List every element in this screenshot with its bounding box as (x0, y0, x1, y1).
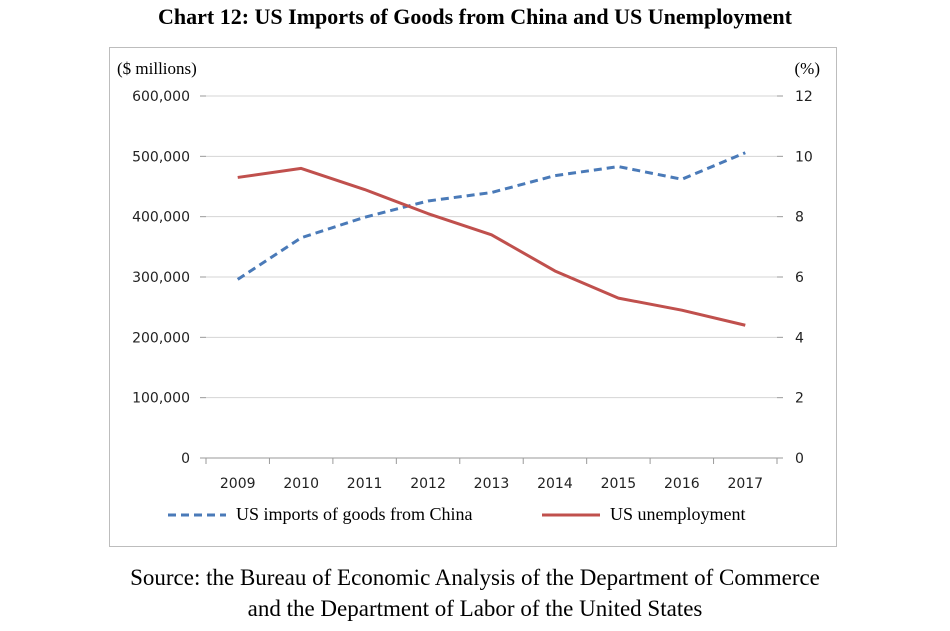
source-line-1: Source: the Bureau of Economic Analysis … (130, 565, 820, 590)
chart-title: Chart 12: US Imports of Goods from China… (158, 4, 792, 29)
right-axis-unit: (%) (795, 59, 820, 78)
right-tick-label: 6 (795, 270, 804, 286)
x-tick-label: 2009 (220, 476, 256, 492)
left-tick-label: 600,000 (132, 89, 190, 105)
right-tick-label: 2 (795, 391, 804, 407)
chart-frame: 0 0 100,000 2 200,000 4 300,000 6 400,000 8 500,00… (109, 47, 837, 547)
x-tick-label: 2010 (283, 476, 319, 492)
x-tick-label: 2012 (410, 476, 446, 492)
x-tick-label: 2016 (664, 476, 700, 492)
x-tick-label: 2015 (601, 476, 637, 492)
right-tick-label: 12 (795, 89, 813, 105)
series-line-unemployment (237, 166, 746, 327)
right-tick-label: 4 (795, 330, 804, 346)
legend-label-imports: US imports of goods from China (236, 504, 473, 524)
left-tick-label: 100,000 (132, 391, 190, 407)
left-axis-unit: ($ millions) (117, 59, 197, 78)
right-tick-label: 10 (795, 149, 813, 165)
x-tick-label: 2013 (474, 476, 510, 492)
x-tick-label: 2017 (727, 476, 763, 492)
chart-plot: 0 0 100,000 2 200,000 4 300,000 6 400,000 8 500,00… (117, 59, 820, 524)
right-tick-label: 8 (795, 210, 804, 226)
left-tick-label: 0 (181, 451, 190, 467)
left-tick-label: 300,000 (132, 270, 190, 286)
series-line-imports (236, 151, 746, 281)
legend-label-unemployment: US unemployment (610, 504, 746, 524)
right-tick-label: 0 (795, 451, 804, 467)
source-line-2: and the Department of Labor of the Unite… (247, 596, 703, 621)
x-tick-label: 2014 (537, 476, 573, 492)
left-tick-label: 500,000 (132, 149, 190, 165)
x-tick-label: 2011 (347, 476, 383, 492)
left-tick-label: 400,000 (132, 210, 190, 226)
left-tick-label: 200,000 (132, 330, 190, 346)
